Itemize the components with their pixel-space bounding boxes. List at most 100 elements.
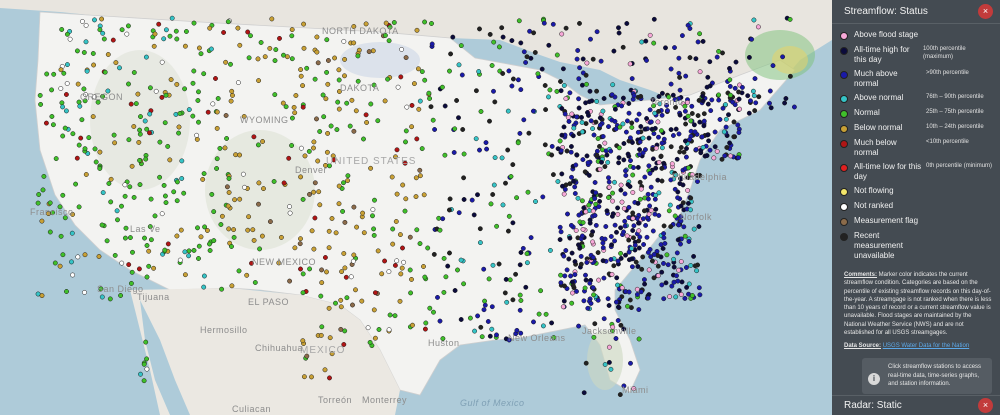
streamgage-marker[interactable] xyxy=(608,234,614,239)
streamgage-marker[interactable] xyxy=(646,267,652,273)
streamgage-marker[interactable] xyxy=(229,88,235,94)
streamgage-marker[interactable] xyxy=(321,114,327,120)
streamgage-marker[interactable] xyxy=(585,305,591,311)
streamgage-marker[interactable] xyxy=(231,234,237,240)
streamgage-marker[interactable] xyxy=(705,101,711,107)
streamgage-marker[interactable] xyxy=(585,110,590,115)
streamgage-marker[interactable] xyxy=(371,307,377,313)
streamgage-marker[interactable] xyxy=(127,184,133,190)
streamgage-marker[interactable] xyxy=(656,159,662,165)
streamgage-marker[interactable] xyxy=(163,200,169,206)
streamgage-marker[interactable] xyxy=(37,92,43,98)
streamgage-marker[interactable] xyxy=(543,107,549,113)
streamgage-marker[interactable] xyxy=(557,138,563,144)
streamgage-marker[interactable] xyxy=(688,263,694,268)
streamgage-marker[interactable] xyxy=(626,289,632,295)
streamgage-marker[interactable] xyxy=(113,60,119,66)
streamgage-marker[interactable] xyxy=(636,336,642,342)
streamgage-marker[interactable] xyxy=(312,76,318,82)
streamgage-marker[interactable] xyxy=(319,267,325,273)
streamgage-marker[interactable] xyxy=(242,184,247,190)
streamgage-marker[interactable] xyxy=(272,58,278,64)
streamgage-marker[interactable] xyxy=(417,167,423,173)
streamgage-marker[interactable] xyxy=(687,137,693,142)
streamgage-marker[interactable] xyxy=(490,192,496,197)
streamgage-marker[interactable] xyxy=(157,139,163,145)
streamgage-marker[interactable] xyxy=(430,117,436,123)
streamgage-marker[interactable] xyxy=(696,224,702,229)
streamgage-marker[interactable] xyxy=(711,155,717,161)
streamgage-marker[interactable] xyxy=(629,120,635,126)
streamgage-marker[interactable] xyxy=(355,53,361,59)
streamgage-marker[interactable] xyxy=(627,297,633,303)
streamgage-marker[interactable] xyxy=(104,238,110,244)
streamgage-marker[interactable] xyxy=(336,183,342,189)
streamgage-marker[interactable] xyxy=(621,157,627,163)
streamgage-marker[interactable] xyxy=(683,265,689,270)
streamgage-marker[interactable] xyxy=(642,174,648,180)
streamgage-marker[interactable] xyxy=(333,230,339,236)
streamgage-marker[interactable] xyxy=(325,81,331,87)
streamgage-marker[interactable] xyxy=(90,51,96,56)
streamgage-marker[interactable] xyxy=(707,59,713,65)
streamgage-marker[interactable] xyxy=(746,110,752,116)
streamgage-marker[interactable] xyxy=(625,303,630,309)
streamgage-marker[interactable] xyxy=(593,222,599,228)
streamgage-marker[interactable] xyxy=(114,208,120,214)
streamgage-marker[interactable] xyxy=(656,134,661,140)
streamgage-marker[interactable] xyxy=(663,45,668,51)
streamgage-marker[interactable] xyxy=(559,132,565,138)
streamgage-marker[interactable] xyxy=(386,269,392,275)
streamgage-marker[interactable] xyxy=(328,123,334,129)
streamgage-marker[interactable] xyxy=(225,203,231,209)
streamgage-marker[interactable] xyxy=(620,121,626,127)
streamgage-marker[interactable] xyxy=(278,234,284,240)
streamgage-marker[interactable] xyxy=(371,82,377,88)
streamgage-marker[interactable] xyxy=(661,231,667,237)
streamgage-marker[interactable] xyxy=(147,130,152,136)
streamgage-marker[interactable] xyxy=(342,56,348,62)
streamgage-marker[interactable] xyxy=(630,190,636,195)
streamgage-marker[interactable] xyxy=(382,98,388,104)
streamgage-marker[interactable] xyxy=(737,106,743,112)
streamgage-marker[interactable] xyxy=(780,54,786,60)
streamgage-marker[interactable] xyxy=(211,238,217,244)
streamgage-marker[interactable] xyxy=(612,106,618,112)
streamgage-marker[interactable] xyxy=(691,226,697,232)
streamgage-marker[interactable] xyxy=(722,153,728,159)
streamgage-marker[interactable] xyxy=(83,22,89,28)
streamgage-marker[interactable] xyxy=(630,215,636,221)
streamgage-marker[interactable] xyxy=(350,258,356,264)
streamgage-marker[interactable] xyxy=(733,59,739,65)
streamgage-marker[interactable] xyxy=(726,112,731,118)
streamgage-marker[interactable] xyxy=(411,81,417,87)
streamgage-marker[interactable] xyxy=(549,152,555,158)
streamgage-marker[interactable] xyxy=(517,262,523,268)
streamgage-marker[interactable] xyxy=(481,266,487,272)
streamgage-marker[interactable] xyxy=(194,136,200,142)
streamgage-marker[interactable] xyxy=(610,324,616,330)
streamgage-marker[interactable] xyxy=(661,136,667,142)
streamgage-marker[interactable] xyxy=(612,222,618,228)
streamgage-marker[interactable] xyxy=(201,273,207,279)
streamgage-marker[interactable] xyxy=(627,135,633,141)
streamgage-marker[interactable] xyxy=(626,249,632,255)
streamgage-marker[interactable] xyxy=(146,263,152,269)
streamgage-marker[interactable] xyxy=(606,179,612,185)
streamgage-marker[interactable] xyxy=(196,45,202,51)
streamgage-marker[interactable] xyxy=(246,55,252,61)
streamgage-marker[interactable] xyxy=(599,159,604,165)
streamgage-marker[interactable] xyxy=(179,176,185,181)
streamgage-marker[interactable] xyxy=(652,125,658,131)
streamgage-marker[interactable] xyxy=(152,31,158,37)
streamgage-marker[interactable] xyxy=(298,174,304,180)
streamgage-marker[interactable] xyxy=(590,56,596,62)
streamgage-marker[interactable] xyxy=(317,202,323,208)
streamgage-marker[interactable] xyxy=(461,281,467,287)
streamgage-marker[interactable] xyxy=(447,196,453,202)
streamgage-marker[interactable] xyxy=(756,94,762,100)
streamgage-marker[interactable] xyxy=(629,246,635,251)
streamgage-marker[interactable] xyxy=(494,223,500,229)
streamgage-marker[interactable] xyxy=(591,292,597,298)
streamgage-marker[interactable] xyxy=(182,86,188,92)
